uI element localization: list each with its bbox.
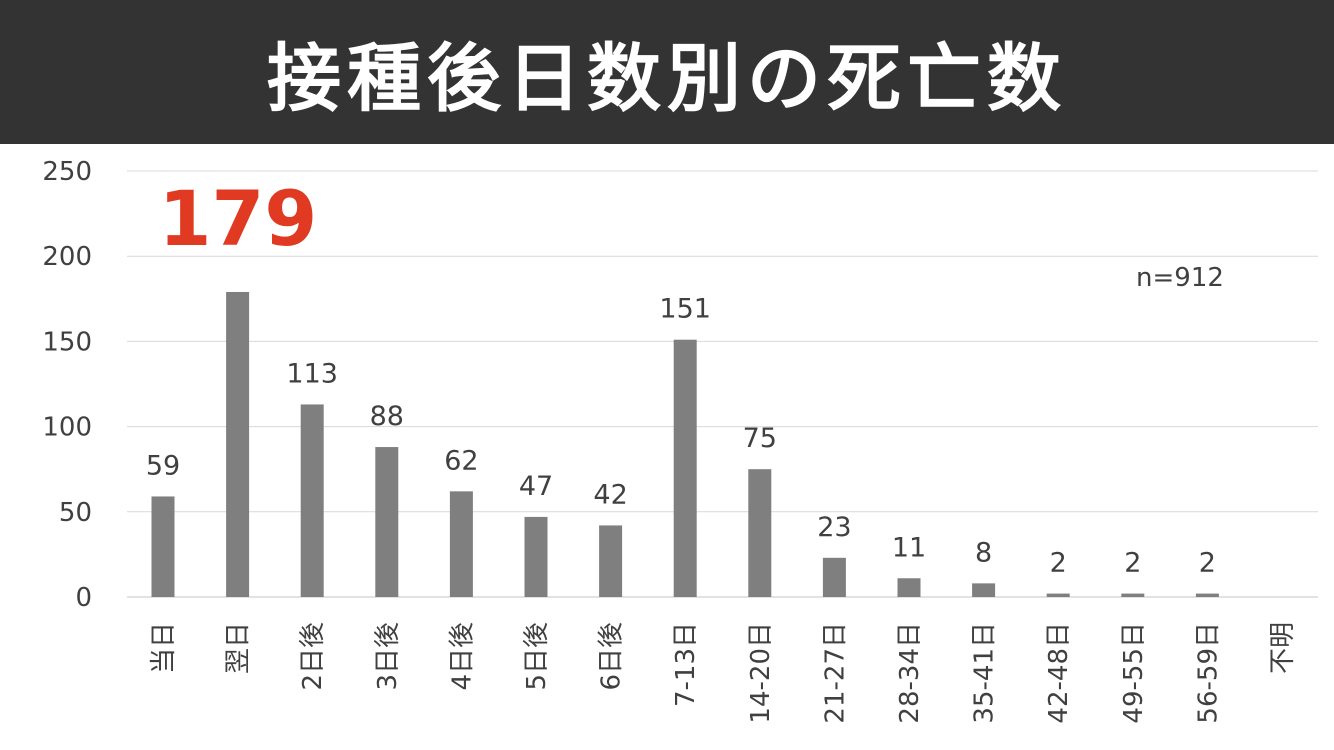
bar bbox=[1121, 593, 1145, 597]
chart-title: 接種後日数別の死亡数 bbox=[267, 35, 1067, 122]
grid-lines bbox=[127, 170, 1318, 598]
value-label: 88 bbox=[370, 401, 404, 432]
value-label: 2 bbox=[1199, 548, 1216, 579]
x-axis-categories: 当日 翌日 2日後 3日後 4日後 5日後 6日後 7-13日 14-20日 21-27日 28-3… bbox=[149, 622, 1298, 724]
bar bbox=[151, 496, 175, 597]
bar bbox=[599, 525, 623, 597]
value-label: 2 bbox=[1050, 548, 1067, 579]
bar bbox=[897, 578, 921, 597]
value-label: 42 bbox=[593, 479, 627, 510]
bar bbox=[673, 339, 697, 597]
value-label: 11 bbox=[892, 532, 926, 563]
bar bbox=[822, 557, 846, 597]
category-label: 42-48日 bbox=[1044, 622, 1074, 724]
value-label: 75 bbox=[743, 423, 777, 454]
y-tick-label: 0 bbox=[75, 583, 92, 613]
bar bbox=[226, 291, 250, 597]
category-label: 翌日 bbox=[224, 622, 254, 674]
value-label: 23 bbox=[817, 512, 851, 543]
bar bbox=[449, 491, 473, 597]
category-label: 当日 bbox=[149, 622, 179, 674]
bar bbox=[1195, 593, 1219, 597]
title-bar: 接種後日数別の死亡数 bbox=[0, 0, 1334, 144]
bar bbox=[300, 404, 324, 597]
value-label: 2 bbox=[1124, 548, 1141, 579]
bar bbox=[375, 447, 399, 597]
highlight-value-label: 179 bbox=[159, 174, 318, 263]
bar bbox=[1046, 593, 1070, 597]
category-label: 4日後 bbox=[447, 622, 477, 691]
value-label: 151 bbox=[659, 294, 711, 325]
bar-chart: 0 50 100 150 200 250 59 179 113 88 62 47 42 151 75 23 1… bbox=[42, 157, 1318, 724]
bar bbox=[748, 469, 772, 597]
bars bbox=[151, 291, 1219, 597]
category-label: 6日後 bbox=[597, 622, 627, 691]
y-tick-label: 200 bbox=[42, 242, 92, 272]
y-tick-label: 50 bbox=[59, 498, 92, 528]
category-label: 21-27日 bbox=[820, 622, 850, 724]
category-label: 28-34日 bbox=[895, 622, 925, 724]
value-label: 59 bbox=[146, 450, 180, 481]
category-label: 14-20日 bbox=[746, 622, 776, 724]
value-label: 113 bbox=[286, 358, 338, 389]
bar bbox=[524, 516, 548, 597]
category-label: 56-59日 bbox=[1193, 622, 1223, 724]
sample-size-note: n=912 bbox=[1136, 263, 1224, 293]
category-label: 49-55日 bbox=[1119, 622, 1149, 724]
bar bbox=[972, 583, 996, 597]
y-tick-label: 250 bbox=[42, 157, 92, 187]
category-label: 不明 bbox=[1268, 622, 1298, 674]
category-label: 35-41日 bbox=[970, 622, 1000, 724]
category-label: 3日後 bbox=[373, 622, 403, 691]
y-axis-ticks: 0 50 100 150 200 250 bbox=[42, 157, 92, 613]
value-labels: 59 179 113 88 62 47 42 151 75 23 11 8 2 2 2 bbox=[146, 174, 1216, 579]
value-label: 62 bbox=[444, 445, 478, 476]
value-label: 8 bbox=[975, 537, 992, 568]
category-label: 7-13日 bbox=[671, 622, 701, 707]
y-tick-label: 100 bbox=[42, 413, 92, 443]
category-label: 5日後 bbox=[522, 622, 552, 691]
y-tick-label: 150 bbox=[42, 327, 92, 357]
category-label: 2日後 bbox=[298, 622, 328, 691]
value-label: 47 bbox=[519, 471, 553, 502]
